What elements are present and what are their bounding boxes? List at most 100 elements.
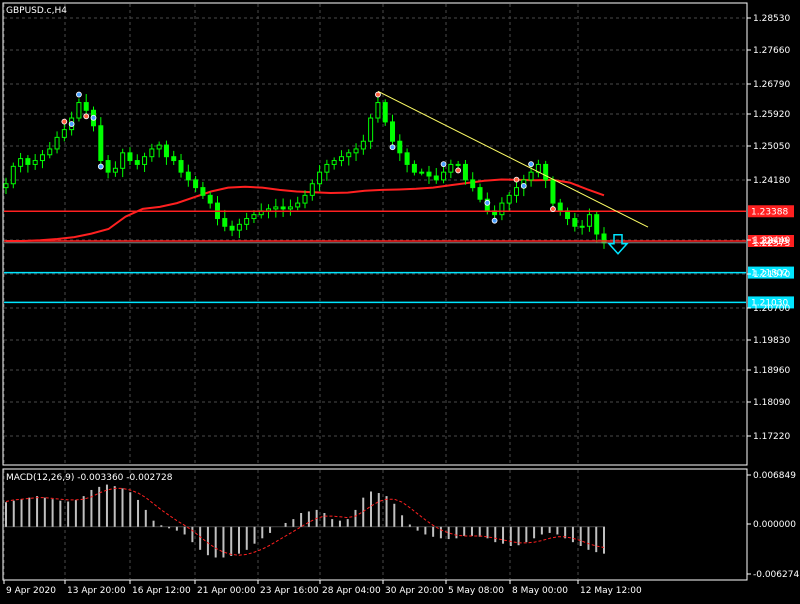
candle-body xyxy=(572,218,578,227)
price-level-tag xyxy=(748,266,794,279)
price-level-tag xyxy=(748,296,794,309)
y-tick-label: 1.27660 xyxy=(753,46,790,56)
candle-body xyxy=(149,148,155,158)
signal-diamond-icon xyxy=(68,121,75,127)
candle-body xyxy=(200,187,206,196)
candle-body xyxy=(579,225,585,228)
candle-body xyxy=(207,194,213,204)
candle-body xyxy=(105,160,111,173)
y-tick-label: 1.25050 xyxy=(753,142,790,152)
signal-diamond-icon xyxy=(375,91,381,98)
candle-body xyxy=(506,194,512,204)
signal-diamond-icon xyxy=(83,113,90,120)
candle-body xyxy=(346,152,352,158)
candle-body xyxy=(411,163,417,173)
symbol-label: GBPUSD.c,H4 xyxy=(6,6,67,16)
candle-body xyxy=(10,165,16,185)
x-tick-label: 9 Apr 2020 xyxy=(6,586,56,596)
signal-diamond-icon xyxy=(528,161,534,168)
x-tick-label: 21 Apr 00:00 xyxy=(197,586,256,596)
candle-body xyxy=(120,152,126,169)
signal-diamond-icon xyxy=(90,114,97,121)
candle-body xyxy=(368,117,374,142)
signal-diamond-icon xyxy=(484,199,491,206)
candle-body xyxy=(76,102,82,119)
candle-body xyxy=(251,214,257,220)
candle-body xyxy=(543,163,549,181)
candle-body xyxy=(236,223,242,231)
y-tick-label: 1.18090 xyxy=(753,398,790,408)
candle-body xyxy=(287,206,293,210)
y-tick-label: 1.17220 xyxy=(753,432,790,442)
candle-body xyxy=(390,121,396,142)
candle-body xyxy=(441,171,447,181)
candle-body xyxy=(266,208,272,212)
candle-body xyxy=(550,179,556,204)
signal-diamond-icon xyxy=(520,182,527,189)
macd-label: MACD(12,26,9) -0.003360 -0.002728 xyxy=(6,473,173,483)
x-tick-label: 5 May 08:00 xyxy=(448,586,504,596)
candle-body xyxy=(47,148,53,156)
candle-body xyxy=(528,171,534,181)
candle-body xyxy=(477,187,483,200)
candle-body xyxy=(32,160,38,165)
trendline-layer[interactable] xyxy=(377,90,649,228)
candle-body xyxy=(382,102,388,123)
macd-y-tick-label: 0.000000 xyxy=(753,520,796,530)
macd-indicator xyxy=(5,484,605,558)
candle-body xyxy=(244,218,250,225)
macd-y-tick-label: 0.006849 xyxy=(753,471,796,481)
x-tick-label: 16 Apr 12:00 xyxy=(132,586,191,596)
y-tick-label: 1.28530 xyxy=(753,14,790,24)
y-tick-label: 1.24180 xyxy=(753,176,790,186)
candle-body xyxy=(513,187,519,196)
price-level-tag xyxy=(748,205,794,218)
y-tick-label: 1.18960 xyxy=(753,366,790,376)
trendline[interactable] xyxy=(377,90,649,228)
candle-body xyxy=(61,129,67,138)
x-tick-label: 30 Apr 20:00 xyxy=(385,586,444,596)
price-level-tag xyxy=(748,234,794,247)
x-tick-label: 12 May 12:00 xyxy=(580,586,642,596)
signal-diamond-icon xyxy=(440,161,447,168)
candle-body xyxy=(302,194,308,204)
candle-body xyxy=(594,214,600,235)
candle-body xyxy=(156,144,162,150)
candle-body xyxy=(338,156,344,162)
signal-markers xyxy=(61,91,629,255)
candle-body xyxy=(295,202,301,208)
candle-body xyxy=(331,160,337,165)
candle-body xyxy=(397,140,403,154)
candle-body xyxy=(171,156,177,162)
candle-body xyxy=(360,140,366,150)
price-panel-frame xyxy=(2,2,748,466)
y-tick-label: 1.20700 xyxy=(753,304,790,314)
candle-body xyxy=(98,125,104,162)
signal-diamond-icon xyxy=(513,176,520,183)
candle-body xyxy=(18,158,24,167)
signal-diamond-icon xyxy=(491,217,498,224)
candle-body xyxy=(448,163,454,173)
candle-body xyxy=(586,214,592,227)
candle-body xyxy=(142,156,148,165)
candle-body xyxy=(163,144,169,158)
candle-body xyxy=(25,158,31,165)
macd-y-tick-label: -0.006274 xyxy=(753,570,799,580)
candle-body xyxy=(193,179,199,189)
current-price-label: 1.22573 xyxy=(753,239,790,249)
candle-body xyxy=(39,154,45,162)
candle-body xyxy=(426,171,432,177)
y-tick-label: 1.25920 xyxy=(753,110,790,120)
candle-body xyxy=(455,163,461,166)
axes: 1.28530 1.27660 1.26790 1.25920 1.25050 1.241… xyxy=(3,14,799,596)
candle-body xyxy=(404,152,410,165)
y-tick-label: 1.21570 xyxy=(753,270,790,280)
price-level-tag-label: 1.21030 xyxy=(751,298,788,308)
candle-body xyxy=(83,102,89,111)
price-level-tag-label: 1.21802 xyxy=(751,269,788,279)
candle-body xyxy=(134,160,140,165)
candle-body xyxy=(178,160,184,173)
candle-body xyxy=(462,163,468,181)
